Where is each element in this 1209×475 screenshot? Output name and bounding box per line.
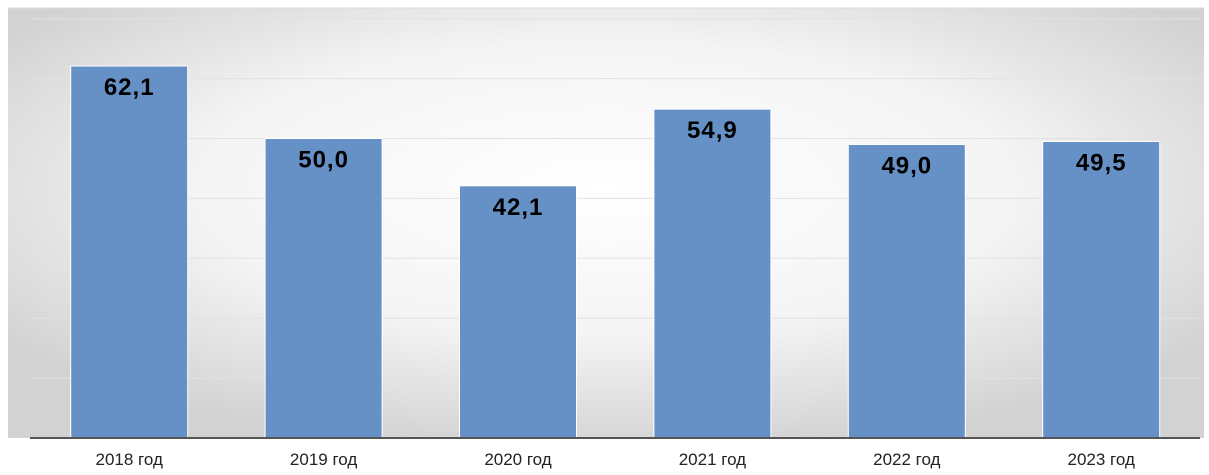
x-tick-labels: 2018 год 2019 год 2020 год 2021 год 2022 год… bbox=[96, 450, 1135, 469]
bars: 62,1 50,0 42,1 54,9 49,0 49,5 bbox=[70, 65, 1161, 439]
x-tick-label: 2019 год bbox=[290, 450, 357, 469]
x-tick-label: 2020 год bbox=[484, 450, 551, 469]
bar bbox=[459, 185, 577, 439]
data-label: 54,9 bbox=[687, 117, 738, 144]
plot-background bbox=[8, 8, 1204, 438]
x-tick-label: 2023 год bbox=[1068, 450, 1135, 469]
x-tick-label: 2018 год bbox=[96, 450, 163, 469]
bar bbox=[847, 143, 966, 439]
bar bbox=[70, 65, 189, 439]
bar bbox=[653, 108, 772, 439]
data-label: 62,1 bbox=[104, 74, 155, 101]
bar bbox=[1042, 140, 1161, 439]
gridlines bbox=[30, 18, 1200, 379]
data-label: 49,0 bbox=[881, 152, 932, 179]
x-tick-label: 2021 год bbox=[679, 450, 746, 469]
data-label: 50,0 bbox=[298, 147, 349, 174]
x-tick-label: 2022 год bbox=[873, 450, 940, 469]
bar bbox=[264, 138, 383, 439]
data-label: 49,5 bbox=[1076, 149, 1127, 176]
data-label: 42,1 bbox=[493, 194, 544, 221]
